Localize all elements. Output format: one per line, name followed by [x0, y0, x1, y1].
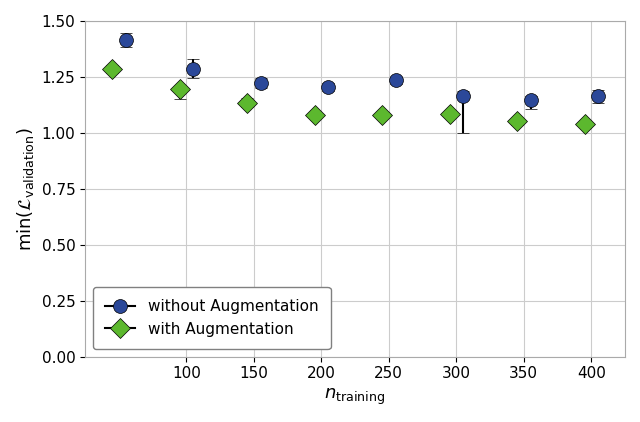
Y-axis label: $\min(\mathcal{L}_{\mathrm{validation}})$: $\min(\mathcal{L}_{\mathrm{validation}})…: [15, 127, 36, 251]
X-axis label: $n_{\mathrm{training}}$: $n_{\mathrm{training}}$: [324, 387, 386, 407]
Legend: without Augmentation, with Augmentation: without Augmentation, with Augmentation: [93, 287, 330, 349]
